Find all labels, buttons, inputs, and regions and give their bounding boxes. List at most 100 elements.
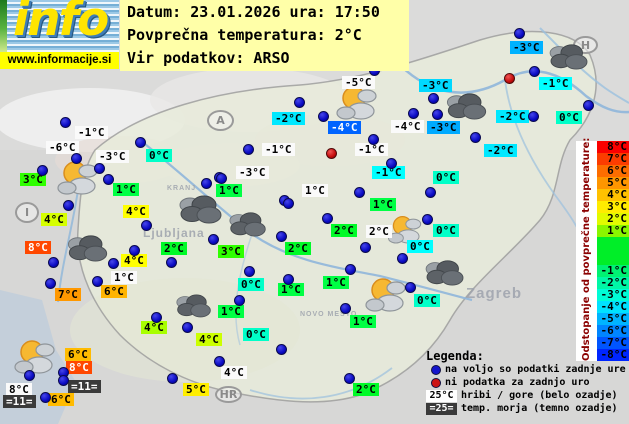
station-temp-label: -2°C bbox=[272, 112, 305, 125]
logo-green-strip bbox=[0, 0, 7, 52]
station-temp-label: -4°C bbox=[328, 121, 361, 134]
station-temp-label: 0°C bbox=[414, 294, 440, 307]
scale-entry: 4°C bbox=[597, 189, 629, 201]
station-dot bbox=[276, 344, 287, 355]
station-temp-label: 4°C bbox=[121, 254, 147, 267]
station-dot bbox=[408, 108, 419, 119]
scale-entry-zero bbox=[597, 237, 629, 265]
scale-entry: 3°C bbox=[597, 201, 629, 213]
city-label: NOVO MESTO bbox=[300, 311, 358, 318]
road-sign-a: A bbox=[207, 110, 234, 131]
station-dot-no-data bbox=[504, 73, 515, 84]
station-temp-label: 1°C bbox=[370, 198, 396, 211]
city-label: Ljubljana bbox=[143, 226, 205, 240]
station-temp-label: 1°C bbox=[278, 283, 304, 296]
station-dot bbox=[470, 132, 481, 143]
station-dot bbox=[24, 370, 35, 381]
station-dot bbox=[58, 375, 69, 386]
station-dot bbox=[368, 134, 379, 145]
website-link[interactable]: www.informacije.si bbox=[0, 52, 119, 69]
scale-entry: -8°C bbox=[597, 349, 629, 361]
station-temp-label: 5°C bbox=[183, 383, 209, 396]
station-temp-label: =11= bbox=[68, 380, 101, 393]
station-temp-label: 0°C bbox=[243, 328, 269, 341]
site-logo[interactable]: info bbox=[7, 0, 119, 52]
road-sign-hr: HR bbox=[215, 386, 242, 403]
partly-sunny-icon bbox=[334, 84, 380, 124]
scale-entry: 6°C bbox=[597, 165, 629, 177]
station-dot bbox=[71, 153, 82, 164]
station-temp-label: 4°C bbox=[123, 205, 149, 218]
station-temp-label: 2°C bbox=[353, 383, 379, 396]
station-temp-label: 8°C bbox=[6, 383, 32, 396]
station-dot bbox=[216, 173, 227, 184]
city-label: KRANJ bbox=[167, 185, 197, 192]
station-dot bbox=[108, 258, 119, 269]
station-dot bbox=[63, 200, 74, 211]
legend-item-text: hribi / gore (belo ozadje) bbox=[461, 390, 618, 401]
scale-entry: 2°C bbox=[597, 213, 629, 225]
station-dot bbox=[37, 165, 48, 176]
legend-dot-marker bbox=[431, 364, 441, 375]
road-sign-i: I bbox=[15, 202, 39, 223]
station-temp-label: -5°C bbox=[342, 76, 375, 89]
legend-item: ni podatka za zadnjo uro bbox=[426, 376, 626, 389]
avg-temp-line: Povprečna temperatura: 2°C bbox=[127, 26, 362, 44]
legend-title: Legenda: bbox=[426, 349, 484, 363]
station-temp-label: 6°C bbox=[101, 285, 127, 298]
info-box: Datum: 23.01.2026 ura: 17:50 Povprečna t… bbox=[120, 0, 409, 71]
station-dot bbox=[432, 109, 443, 120]
station-temp-label: -1°C bbox=[75, 126, 108, 139]
station-dot bbox=[94, 163, 105, 174]
cloudy-icon bbox=[67, 234, 109, 266]
scale-entry: 7°C bbox=[597, 153, 629, 165]
station-temp-label: 2°C bbox=[285, 242, 311, 255]
temperature-deviation-scale: 8°C 7°C 6°C 5°C 4°C 3°C 2°C 1°C -1°C -2°C -3°C -4°C… bbox=[597, 141, 629, 361]
station-dot bbox=[528, 111, 539, 122]
station-dot bbox=[244, 266, 255, 277]
station-dot bbox=[529, 66, 540, 77]
logo-text: info bbox=[13, 0, 109, 47]
station-temp-label: 0°C bbox=[433, 224, 459, 237]
scale-entry: -7°C bbox=[597, 337, 629, 349]
station-temp-label: -1°C bbox=[539, 77, 572, 90]
station-dot bbox=[135, 137, 146, 148]
scale-entry: -4°C bbox=[597, 301, 629, 313]
station-temp-label: 2°C bbox=[366, 225, 392, 238]
station-temp-label: -3°C bbox=[419, 79, 452, 92]
station-dot bbox=[344, 373, 355, 384]
scale-entry: -2°C bbox=[597, 277, 629, 289]
station-temp-label: 0°C bbox=[407, 240, 433, 253]
station-dot bbox=[318, 111, 329, 122]
station-dot bbox=[60, 117, 71, 128]
station-temp-label: 1°C bbox=[216, 184, 242, 197]
station-temp-label: 4°C bbox=[141, 321, 167, 334]
cloudy-icon bbox=[229, 211, 267, 241]
date-line: Datum: 23.01.2026 ura: 17:50 bbox=[127, 3, 380, 21]
station-temp-label: -1°C bbox=[355, 143, 388, 156]
cloudy-icon bbox=[179, 194, 223, 228]
station-temp-label: 3°C bbox=[20, 173, 46, 186]
station-temp-label: 4°C bbox=[41, 213, 67, 226]
legend-item: =25= temp. morja (temno ozadje) bbox=[426, 402, 626, 415]
scale-title: Odstopanje od povprečne temperature: bbox=[576, 138, 597, 361]
station-dot bbox=[428, 93, 439, 104]
legend-item-text: ni podatka za zadnjo uro bbox=[445, 377, 590, 388]
station-temp-label: 0°C bbox=[433, 171, 459, 184]
station-temp-label: 1°C bbox=[111, 271, 137, 284]
station-dot bbox=[397, 253, 408, 264]
legend-item: na voljo so podatki zadnje ure bbox=[426, 363, 626, 376]
station-temp-label: -3°C bbox=[510, 41, 543, 54]
station-dot bbox=[354, 187, 365, 198]
station-dot bbox=[234, 295, 245, 306]
station-temp-label: 8°C bbox=[66, 361, 92, 374]
station-dot bbox=[208, 234, 219, 245]
partly-sunny-icon bbox=[386, 214, 424, 248]
scale-entry: 5°C bbox=[597, 177, 629, 189]
station-dot bbox=[514, 28, 525, 39]
station-temp-label: 0°C bbox=[556, 111, 582, 124]
station-temp-label: 0°C bbox=[238, 278, 264, 291]
legend: Legenda: na voljo so podatki zadnje ure n… bbox=[426, 350, 626, 415]
legend-dot-marker bbox=[431, 377, 441, 388]
